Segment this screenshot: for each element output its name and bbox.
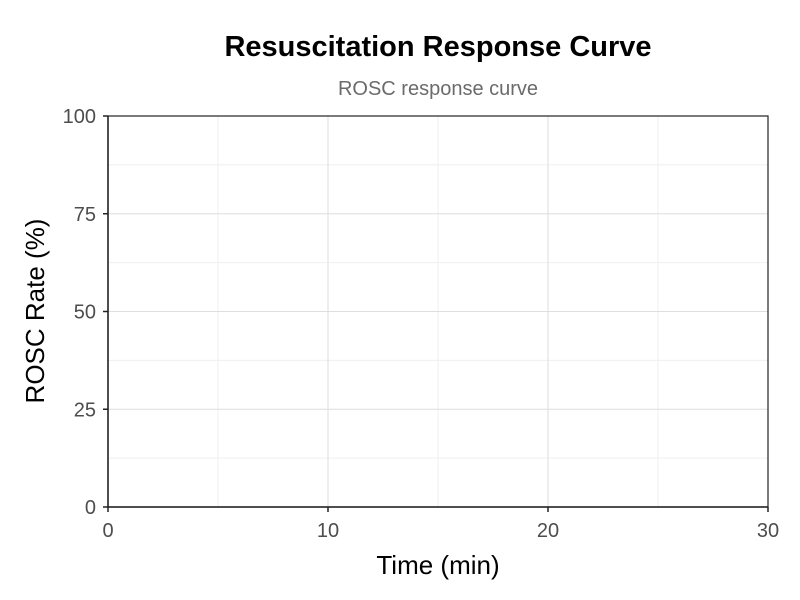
x-tick-label: 10 <box>317 520 339 542</box>
y-tick-label: 75 <box>74 204 96 226</box>
chart-subtitle: ROSC response curve <box>338 78 538 100</box>
x-tick-label: 30 <box>757 520 779 542</box>
tick-layer: 0 10 20 30 0 25 50 75 100 <box>63 106 780 542</box>
y-tick-label: 100 <box>63 106 96 128</box>
x-axis-title: Time (min) <box>376 550 499 580</box>
y-tick-label: 25 <box>74 399 96 421</box>
chart-title: Resuscitation Response Curve <box>224 31 651 63</box>
grid-layer <box>107 115 769 508</box>
y-axis-title: ROSC Rate (%) <box>20 219 50 404</box>
x-tick-label: 20 <box>537 520 559 542</box>
y-tick-label: 0 <box>85 497 96 519</box>
x-tick-label: 0 <box>102 520 113 542</box>
y-tick-label: 50 <box>74 302 96 324</box>
